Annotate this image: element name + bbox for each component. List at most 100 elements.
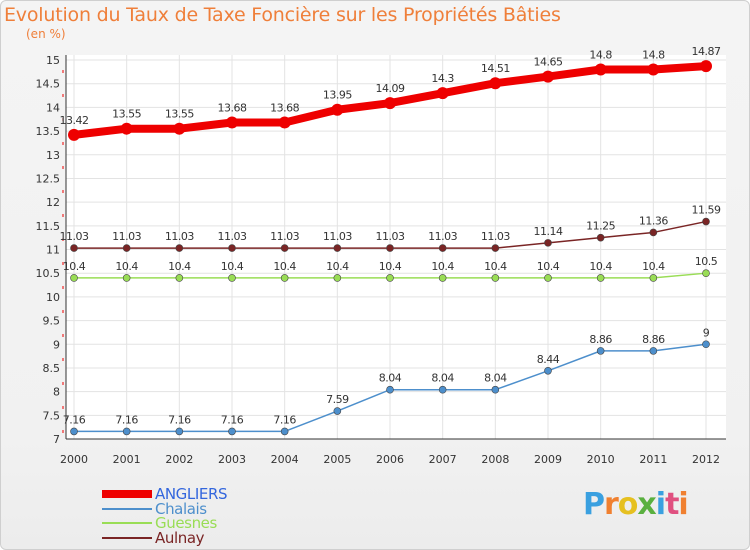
data-label: 10.4 xyxy=(221,260,244,273)
data-label: 7.16 xyxy=(168,413,191,426)
x-tick-label: 2003 xyxy=(218,453,246,466)
data-label: 11.25 xyxy=(586,220,615,233)
data-point xyxy=(438,244,447,252)
data-label: 10.4 xyxy=(273,260,296,273)
data-label: 7.59 xyxy=(326,393,349,406)
data-point xyxy=(333,274,342,282)
data-label: 11.03 xyxy=(218,230,247,243)
x-tick-label: 2005 xyxy=(323,453,351,466)
data-point xyxy=(702,340,710,349)
logo-letter: i xyxy=(655,487,666,522)
x-tick-label: 2000 xyxy=(60,453,88,466)
data-label: 14.8 xyxy=(589,48,612,61)
legend-label: Guesnes xyxy=(155,514,218,532)
data-point xyxy=(544,239,552,247)
data-label: 14.8 xyxy=(642,48,665,61)
data-point xyxy=(544,366,552,375)
data-label: 13.68 xyxy=(270,102,299,115)
data-label: 9 xyxy=(703,326,710,339)
data-label: 10.4 xyxy=(537,260,560,273)
y-tick-label: 14.5 xyxy=(36,78,61,91)
y-tick-label: 7 xyxy=(53,433,60,446)
logo-letter: x xyxy=(637,487,656,522)
data-point xyxy=(594,63,607,76)
data-point xyxy=(333,244,342,252)
x-tick-label: 2009 xyxy=(534,453,562,466)
data-label: 11.03 xyxy=(481,230,510,243)
data-label: 8.86 xyxy=(589,333,612,346)
data-label: 11.03 xyxy=(428,230,457,243)
x-tick-label: 2008 xyxy=(481,453,509,466)
logo-letter: o xyxy=(617,487,639,522)
data-point xyxy=(596,347,605,355)
data-point xyxy=(649,274,658,282)
data-label: 14.87 xyxy=(692,45,721,58)
y-tick-label: 15 xyxy=(46,54,60,67)
y-tick-label: 11.5 xyxy=(36,220,61,233)
data-point xyxy=(226,116,238,129)
data-label: 13.95 xyxy=(323,89,352,102)
y-tick-label: 13 xyxy=(46,149,60,162)
data-label: 13.68 xyxy=(218,102,247,115)
data-label: 13.55 xyxy=(165,108,194,121)
x-tick-label: 2012 xyxy=(692,453,720,466)
data-label: 7.16 xyxy=(115,413,138,426)
x-tick-label: 2002 xyxy=(165,453,193,466)
data-label: 13.42 xyxy=(60,114,89,127)
data-label: 11.03 xyxy=(112,230,141,243)
x-tick-label: 2001 xyxy=(113,453,141,466)
y-unit-label: (en %) xyxy=(26,27,66,41)
logo-letter: t xyxy=(665,487,679,522)
data-point xyxy=(120,122,133,135)
y-tick-label: 10.5 xyxy=(36,267,61,280)
logo-letter: i xyxy=(678,487,688,522)
data-point xyxy=(649,347,658,355)
data-point xyxy=(70,427,78,436)
proxiti-logo: Proxiti xyxy=(583,487,689,522)
data-point xyxy=(649,228,658,237)
data-label: 10.4 xyxy=(589,260,612,273)
data-point xyxy=(70,274,78,282)
data-point xyxy=(438,385,447,394)
data-label: 11.36 xyxy=(639,214,668,227)
data-point xyxy=(175,427,184,436)
data-label: 10.4 xyxy=(115,260,138,273)
data-point xyxy=(596,274,605,282)
logo-letter: P xyxy=(583,487,605,522)
legend-label: Aulnay xyxy=(155,529,205,547)
data-point xyxy=(384,97,396,110)
x-tick-label: 2007 xyxy=(429,453,457,466)
data-point xyxy=(491,385,500,394)
data-label: 13.55 xyxy=(112,108,141,121)
data-label: 10.4 xyxy=(168,260,191,273)
data-label: 11.03 xyxy=(323,230,352,243)
data-label: 14.09 xyxy=(376,82,405,95)
data-point xyxy=(173,122,186,135)
data-label: 10.4 xyxy=(484,260,507,273)
data-label: 10.5 xyxy=(695,255,718,268)
data-point xyxy=(333,407,342,415)
data-point xyxy=(489,77,502,90)
y-tick-label: 9.5 xyxy=(43,315,61,328)
data-label: 11.59 xyxy=(692,204,721,217)
data-point xyxy=(280,427,289,436)
y-tick-label: 7.5 xyxy=(43,409,61,422)
data-label: 7.16 xyxy=(273,413,296,426)
data-point xyxy=(228,274,236,282)
data-label: 10.4 xyxy=(63,260,86,273)
data-point xyxy=(386,244,394,252)
data-point xyxy=(386,385,394,394)
data-label: 10.4 xyxy=(326,260,349,273)
x-tick-label: 2006 xyxy=(376,453,404,466)
data-label: 11.03 xyxy=(165,230,194,243)
data-point xyxy=(542,70,554,83)
y-tick-label: 8 xyxy=(53,386,60,399)
data-point xyxy=(491,244,500,252)
data-point xyxy=(436,87,449,100)
x-tick-label: 2004 xyxy=(271,453,299,466)
data-point xyxy=(331,103,344,116)
data-point xyxy=(278,116,291,129)
data-label: 11.14 xyxy=(534,225,563,238)
data-label: 11.03 xyxy=(376,230,405,243)
data-point xyxy=(175,244,184,252)
